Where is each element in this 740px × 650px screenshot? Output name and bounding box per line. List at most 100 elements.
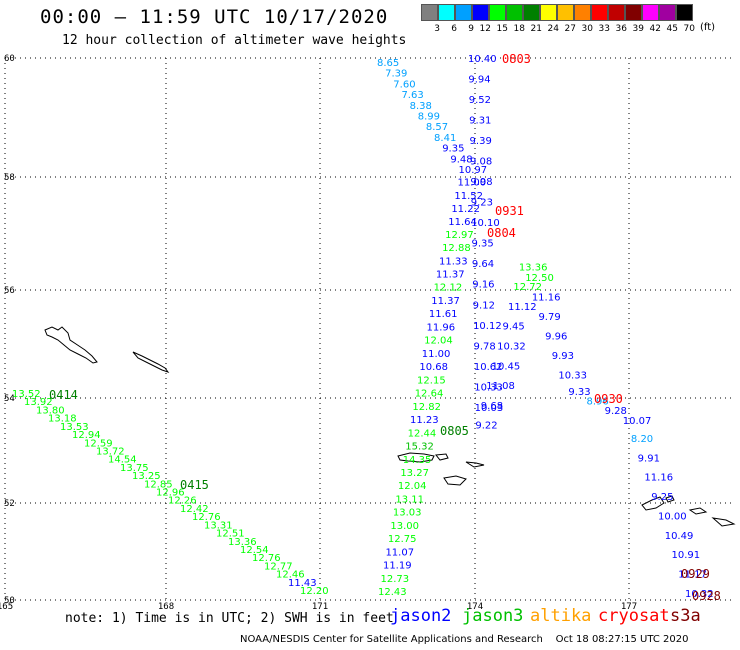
wave-height-value: 9.25	[651, 492, 673, 503]
wave-height-value: 12.43	[378, 587, 407, 598]
wave-height-value: 12.72	[513, 282, 542, 293]
wave-height-value: 12.15	[417, 375, 446, 386]
page-subtitle: 12 hour collection of altimeter wave hei…	[62, 33, 407, 48]
wave-height-value: 11.08	[486, 381, 515, 392]
coastline	[44, 326, 736, 527]
island-outline	[665, 495, 675, 503]
wave-height-value: 10.68	[419, 362, 448, 373]
wave-height-value: 12.97	[445, 230, 474, 241]
wave-height-value: 11.43	[288, 578, 317, 589]
wave-height-value: 11.00	[457, 178, 486, 189]
wave-height-value: 10.62	[474, 362, 503, 373]
legend-swatch: 6	[438, 4, 457, 34]
wave-height-value: 13.03	[393, 508, 422, 519]
island-outline	[132, 351, 170, 373]
wave-height-value: 8.96	[586, 397, 608, 408]
wave-height-value: 10.03	[475, 403, 504, 414]
legend-swatch: 9	[455, 4, 474, 34]
wave-height-value: 8.65	[377, 58, 399, 69]
wave-height-value: 12.64	[415, 389, 444, 400]
wave-height-value: 11.61	[429, 309, 458, 320]
wave-height-value: 9.94	[468, 75, 490, 86]
wave-height-value: 13.25	[132, 471, 161, 482]
wave-height-value: 13.31	[204, 520, 233, 531]
lat-tick-label: 58	[4, 173, 15, 183]
mission-name: altika	[530, 606, 592, 626]
wave-height-value: 9.98	[470, 177, 492, 188]
wave-height-value: 12.96	[156, 488, 185, 499]
wave-height-value: 9.78	[473, 341, 495, 352]
wave-height-value: 11.23	[410, 415, 439, 426]
lon-tick-label: 165	[0, 602, 13, 612]
legend-unit-label: (ft)	[700, 22, 716, 33]
island-outline	[44, 326, 98, 364]
wave-height-value: 9.35	[442, 144, 464, 155]
wave-height-value: 10.91	[671, 550, 700, 561]
wave-height-value: 10.32	[497, 341, 526, 352]
wave-height-value: 9.08	[470, 157, 492, 168]
legend-swatch: 15	[489, 4, 508, 34]
wave-height-value: 12.51	[216, 529, 245, 540]
legend-swatch-label: 24	[547, 24, 559, 34]
wave-height-value: 11.52	[454, 191, 483, 202]
island-outline	[641, 496, 665, 511]
wave-height-value: 13.36	[228, 537, 257, 548]
wave-height-value: 9.64	[472, 259, 494, 270]
wave-height-value: 11.64	[448, 217, 477, 228]
legend-swatch: 36	[608, 4, 627, 34]
wave-height-value: 9.48	[450, 154, 472, 165]
legend-swatch-label: 9	[468, 24, 474, 34]
wave-height-value: 7.60	[393, 79, 415, 90]
lon-tick-label: 171	[312, 602, 328, 612]
legend-swatch-label: 27	[564, 24, 576, 34]
wave-height-value: 10.07	[623, 416, 652, 427]
legend-swatch-label: 42	[649, 24, 661, 34]
footer-credit: NOAA/NESDIS Center for Satellite Applica…	[240, 634, 689, 645]
legend-swatch-label: 3	[434, 24, 440, 34]
wave-height-value: 12.94	[72, 430, 101, 441]
legend-swatch-label: 33	[598, 24, 610, 34]
lat-tick-label: 50	[4, 596, 15, 606]
wave-height-value: 13.75	[120, 463, 149, 474]
track-start-time: 0804	[487, 226, 516, 240]
legend-swatch-label: 6	[451, 24, 457, 34]
wave-height-value: 13.18	[48, 414, 77, 425]
wave-height-value: 14.54	[108, 455, 137, 466]
wave-height-value: 12.88	[442, 243, 471, 254]
wave-height-value: 11.00	[422, 349, 451, 360]
legend-swatch-label: 12	[479, 24, 491, 34]
wave-height-value: 13.80	[36, 405, 65, 416]
wave-height-value: 12.12	[434, 283, 463, 294]
wave-height-value: 8.41	[434, 133, 456, 144]
wave-height-value: 12.82	[412, 402, 441, 413]
wave-height-value: 12.50	[525, 273, 554, 284]
mission-name: cryosat	[598, 606, 670, 626]
wave-height-value: 9.39	[470, 136, 492, 147]
wave-height-value: 13.72	[96, 446, 125, 457]
wave-height-value: 13.00	[390, 521, 419, 532]
track-start-time: 0930	[594, 392, 623, 406]
track-start-time: 0931	[495, 204, 524, 218]
track-start-time: 0928	[692, 589, 721, 603]
legend-swatch: 39	[625, 4, 644, 34]
legend-swatch-label: 30	[581, 24, 593, 34]
legend-swatch: 33	[591, 4, 610, 34]
lon-tick-label: 168	[158, 602, 174, 612]
legend-swatch: 45	[659, 4, 678, 34]
track-start-time: 0929	[681, 567, 710, 581]
track-start-time: 0415	[180, 478, 209, 492]
wave-height-value: 10.12	[473, 321, 502, 332]
wave-height-value: 9.96	[545, 331, 567, 342]
wave-height-value: 11.33	[439, 256, 468, 267]
legend-swatch: 42	[642, 4, 661, 34]
wave-height-value: 10.49	[665, 531, 694, 542]
lat-tick-label: 56	[4, 286, 15, 296]
wave-height-value: 9.35	[472, 239, 494, 250]
island-outline	[435, 453, 449, 461]
wave-height-value: 8.99	[418, 112, 440, 123]
wave-height-value: 12.20	[300, 586, 329, 597]
wave-height-value: 15.32	[405, 442, 434, 453]
legend-swatch-label: 70	[683, 24, 695, 34]
legend-swatch: 3	[421, 4, 440, 34]
